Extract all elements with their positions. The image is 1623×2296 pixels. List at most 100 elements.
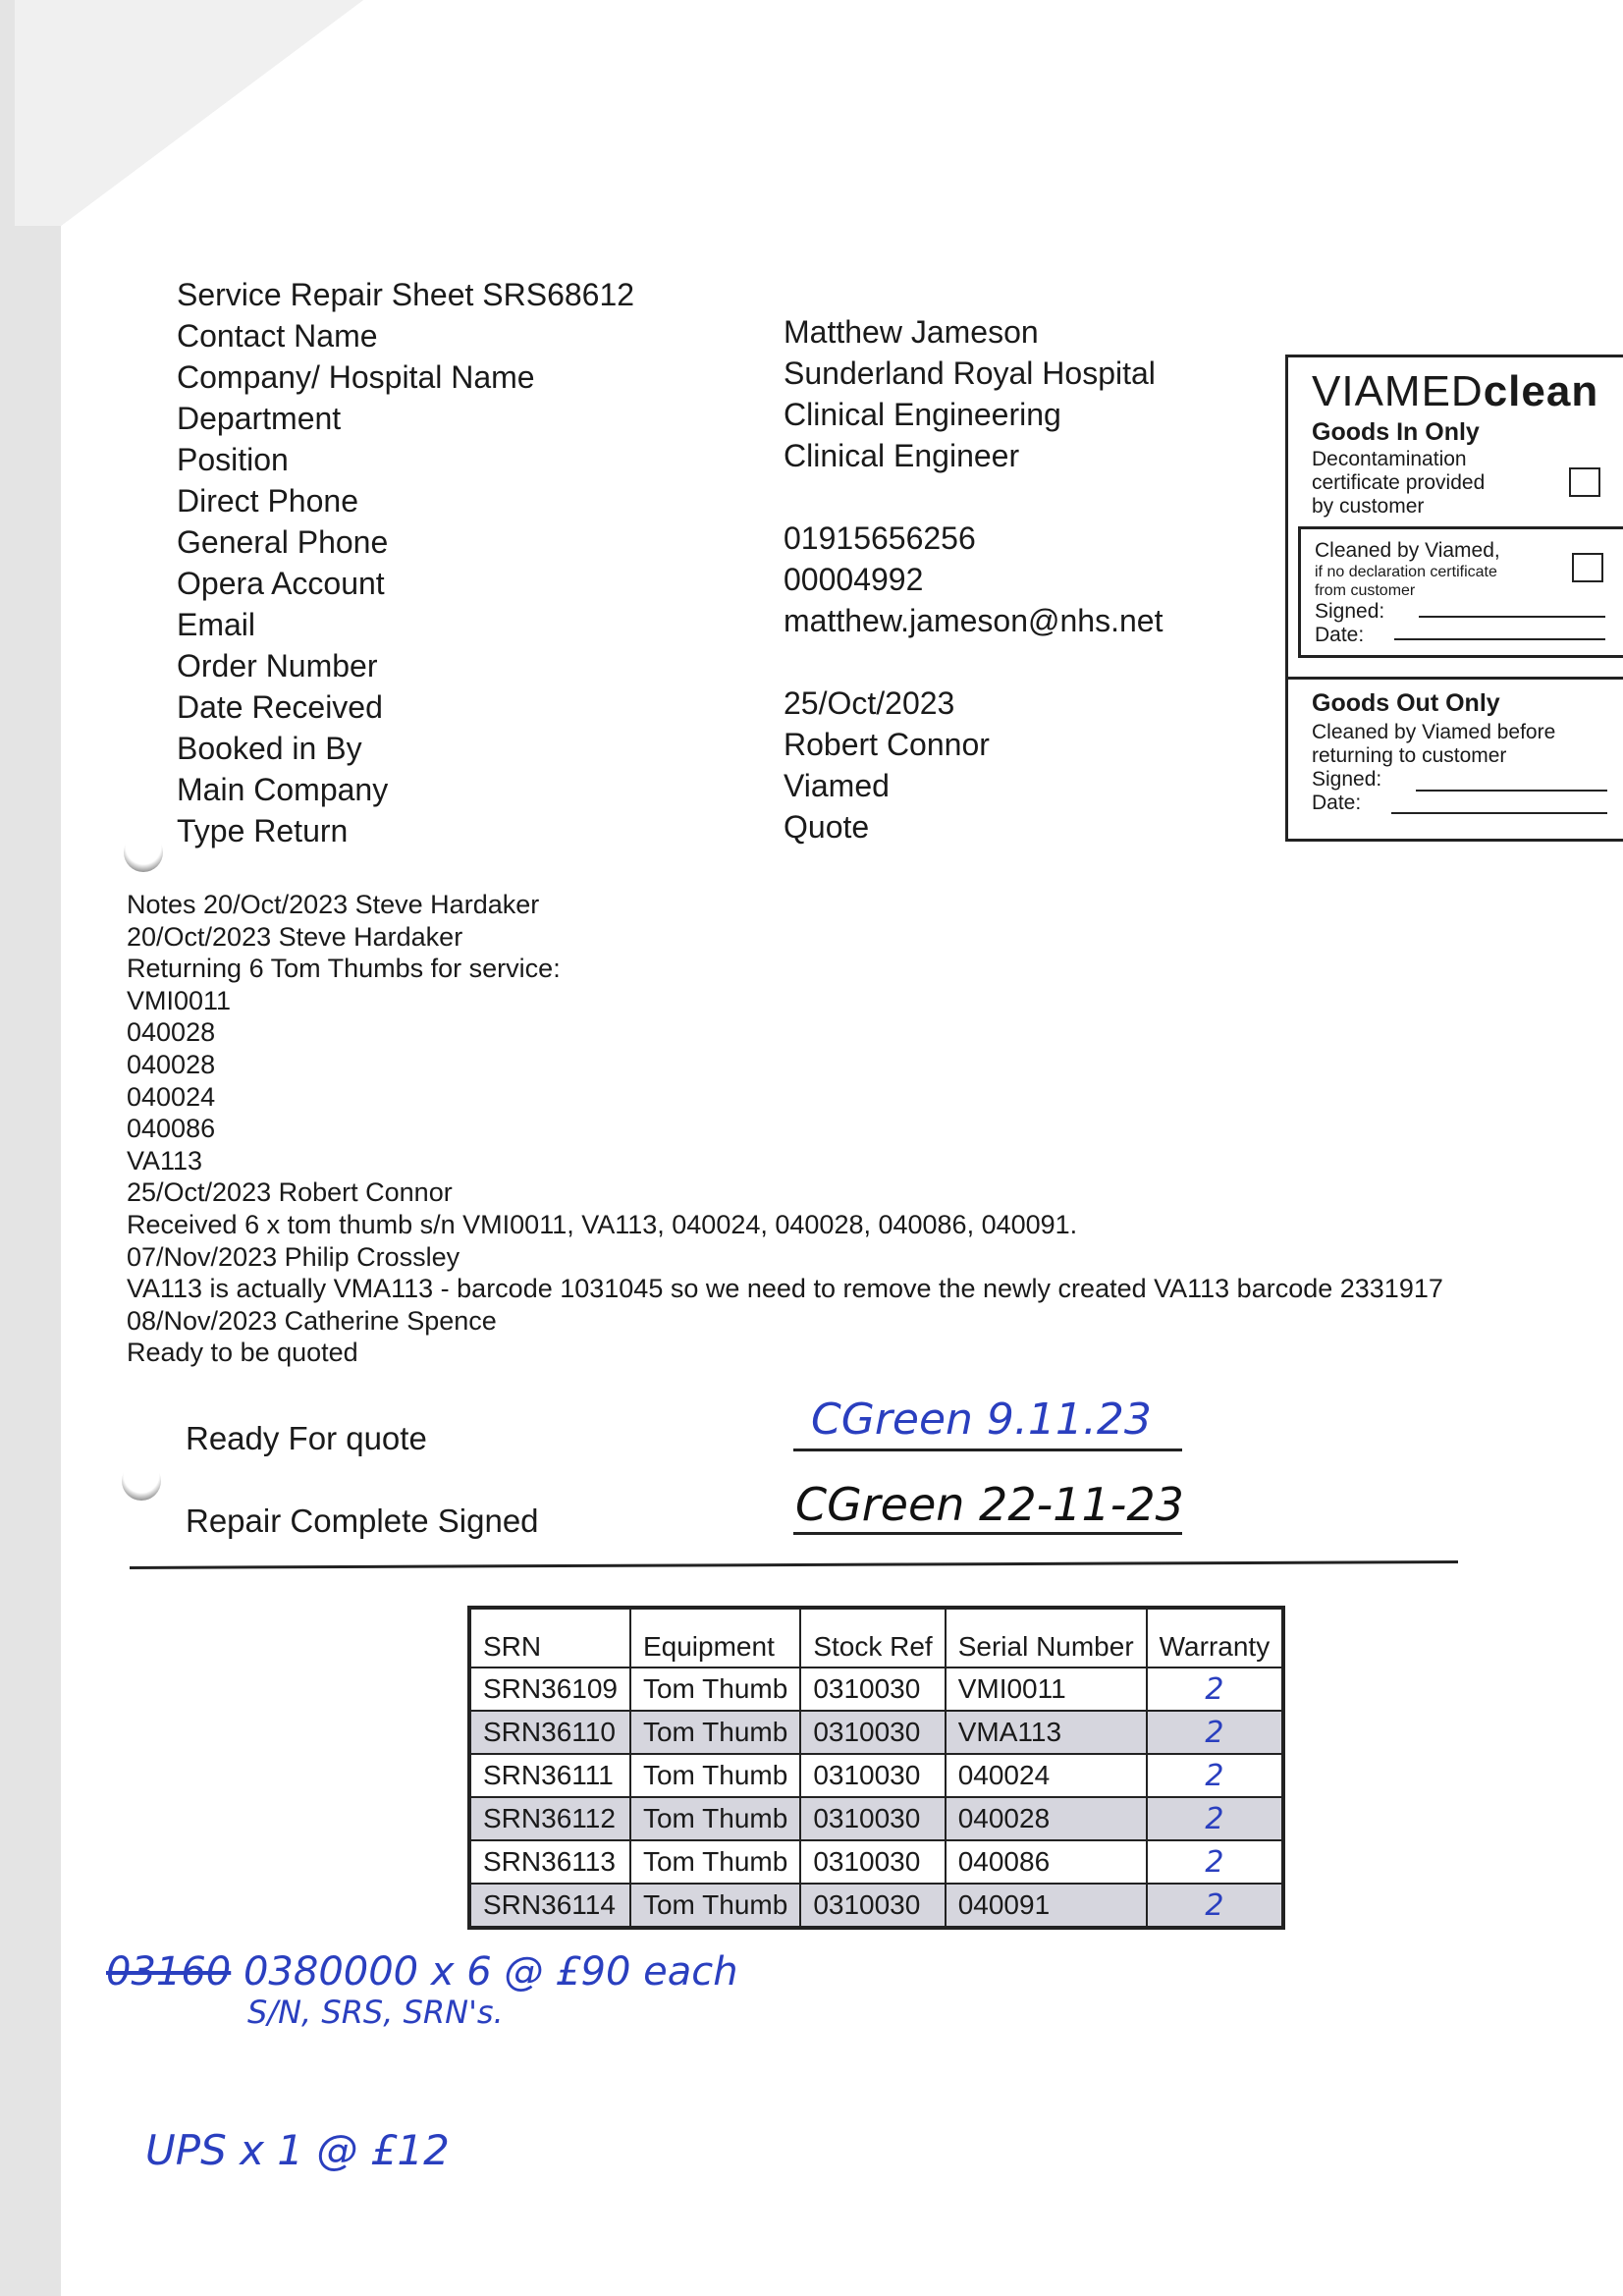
table-cell: 040086 bbox=[944, 1839, 1148, 1885]
ready-signature: CGreen 9.11.23 bbox=[811, 1394, 1152, 1445]
table-cell: VMI0011 bbox=[944, 1667, 1148, 1712]
viamedclean-logo: VIAMEDclean bbox=[1312, 367, 1599, 415]
goods-in-text: Decontamination certificate provided by cu… bbox=[1312, 448, 1486, 518]
column-header: SRN bbox=[468, 1607, 631, 1668]
column-header: Equipment bbox=[628, 1607, 802, 1668]
table-cell: Tom Thumb bbox=[628, 1753, 802, 1798]
signed-label: Signed: bbox=[1315, 600, 1385, 623]
goods-out-text: Cleaned by Viamed before returning to cus… bbox=[1312, 721, 1556, 814]
field-value: Viamed bbox=[784, 768, 890, 803]
decontamination-checkbox[interactable] bbox=[1569, 467, 1600, 497]
cleaned-by-viamed-section: Cleaned by Viamed, if no declaration cer… bbox=[1298, 526, 1623, 658]
field-label: Direct Phone bbox=[177, 483, 358, 519]
table-row: SRN36110 Tom Thumb 0310030 VMA113 2 bbox=[468, 1710, 1285, 1755]
table-cell: 0310030 bbox=[799, 1667, 947, 1712]
table-cell: 2 bbox=[1145, 1753, 1285, 1798]
field-label: Company/ Hospital Name bbox=[177, 359, 535, 395]
column-header: Warranty bbox=[1145, 1607, 1285, 1668]
repair-complete-label: Repair Complete Signed bbox=[186, 1503, 539, 1539]
table-cell: 040028 bbox=[944, 1796, 1148, 1841]
table-cell: 2 bbox=[1145, 1839, 1285, 1885]
table-cell: Tom Thumb bbox=[628, 1839, 802, 1885]
note-line: 040028 bbox=[127, 1049, 216, 1079]
cleaned-label: Cleaned by Viamed, bbox=[1315, 539, 1500, 562]
note-line: 07/Nov/2023 Philip Crossley bbox=[127, 1241, 460, 1272]
field-value: matthew.jameson@nhs.net bbox=[784, 603, 1163, 638]
field-value: Matthew Jameson bbox=[784, 314, 1039, 350]
note-line: 040086 bbox=[127, 1114, 216, 1144]
field-value: Quote bbox=[784, 809, 870, 845]
table-row: SRN36111 Tom Thumb 0310030 040024 2 bbox=[468, 1753, 1285, 1798]
note-line: Ready to be quoted bbox=[127, 1338, 358, 1368]
field-value: 25/Oct/2023 bbox=[784, 685, 955, 721]
field-label: Type Return bbox=[177, 813, 349, 848]
table-cell: Tom Thumb bbox=[628, 1667, 802, 1712]
field-label: Email bbox=[177, 607, 256, 642]
note-line: VA113 is actually VMA113 - barcode 10310… bbox=[127, 1274, 1443, 1304]
table-cell: 0310030 bbox=[799, 1753, 947, 1798]
table-row: SRN36114 Tom Thumb 0310030 040091 2 bbox=[468, 1883, 1285, 1929]
field-label: Contact Name bbox=[177, 318, 378, 354]
field-label: Opera Account bbox=[177, 566, 385, 601]
table-cell: 2 bbox=[1145, 1883, 1285, 1929]
table-cell: 040024 bbox=[944, 1753, 1148, 1798]
note-line: Returning 6 Tom Thumbs for service: bbox=[127, 954, 561, 984]
table-row: SRN36112 Tom Thumb 0310030 040028 2 bbox=[468, 1796, 1285, 1841]
note-line: 08/Nov/2023 Catherine Spence bbox=[127, 1305, 497, 1336]
column-header: Stock Ref bbox=[799, 1607, 947, 1668]
sheet-title: Service Repair Sheet SRS68612 bbox=[177, 277, 635, 312]
table-row: SRN36113 Tom Thumb 0310030 040086 2 bbox=[468, 1839, 1285, 1885]
table-cell: Tom Thumb bbox=[628, 1883, 802, 1929]
goods-out-title: Goods Out Only bbox=[1312, 689, 1500, 717]
table-cell: SRN36113 bbox=[468, 1839, 631, 1885]
field-value: Robert Connor bbox=[784, 727, 990, 762]
field-label: Department bbox=[177, 401, 342, 436]
field-value: 01915656256 bbox=[784, 520, 976, 556]
goods-in-title: Goods In Only bbox=[1312, 418, 1480, 446]
field-value: Clinical Engineer bbox=[784, 438, 1020, 473]
folded-corner bbox=[0, 0, 363, 2296]
table-cell: Tom Thumb bbox=[628, 1710, 802, 1755]
table-cell: SRN36111 bbox=[468, 1753, 631, 1798]
date-label: Date: bbox=[1315, 624, 1365, 646]
complete-signature: CGreen 22-11-23 bbox=[795, 1478, 1184, 1531]
table-cell: 0310030 bbox=[799, 1796, 947, 1841]
notes: Notes 20/Oct/2023 Steve Hardaker 20/Oct/2… bbox=[127, 889, 1443, 1369]
field-label: General Phone bbox=[177, 524, 389, 560]
equipment-table: SRN Equipment Stock Ref Serial Number Warran… bbox=[467, 1606, 1286, 1930]
signed-line bbox=[1419, 616, 1605, 618]
table-cell: Tom Thumb bbox=[628, 1796, 802, 1841]
date-line bbox=[1394, 638, 1605, 640]
note-line: 20/Oct/2023 Steve Hardaker bbox=[127, 921, 463, 952]
table-cell: 0310030 bbox=[799, 1883, 947, 1929]
table-cell: 040091 bbox=[944, 1883, 1148, 1929]
ready-for-quote-label: Ready For quote bbox=[186, 1420, 427, 1456]
table-cell: 0310030 bbox=[799, 1839, 947, 1885]
field-value: 00004992 bbox=[784, 562, 924, 597]
field-value: Sunderland Royal Hospital bbox=[784, 355, 1156, 391]
cleaned-checkbox[interactable] bbox=[1572, 553, 1603, 582]
note-line: 040024 bbox=[127, 1081, 216, 1112]
field-label: Main Company bbox=[177, 772, 389, 807]
note-line: VA113 bbox=[127, 1145, 203, 1175]
table-cell: 0310030 bbox=[799, 1710, 947, 1755]
table-cell: SRN36109 bbox=[468, 1667, 631, 1712]
note-line: 25/Oct/2023 Robert Connor bbox=[127, 1177, 453, 1208]
table-cell: SRN36114 bbox=[468, 1883, 631, 1929]
viamed-clean-box: VIAMEDclean Goods In Only Decontaminatio… bbox=[1285, 355, 1623, 842]
table-row: SRN36109 Tom Thumb 0310030 VMI0011 2 bbox=[468, 1667, 1285, 1712]
field-label: Date Received bbox=[177, 689, 383, 725]
note-line: Received 6 x tom thumb s/n VMI0011, VA11… bbox=[127, 1209, 1078, 1239]
field-label: Booked in By bbox=[177, 731, 362, 766]
table-cell: 2 bbox=[1145, 1710, 1285, 1755]
table-cell: VMA113 bbox=[944, 1710, 1148, 1755]
field-label: Order Number bbox=[177, 648, 378, 683]
table-cell: 2 bbox=[1145, 1796, 1285, 1841]
table-cell: SRN36110 bbox=[468, 1710, 631, 1755]
note-line: VMI0011 bbox=[127, 985, 232, 1015]
column-header: Serial Number bbox=[944, 1607, 1148, 1668]
field-value: Clinical Engineering bbox=[784, 397, 1061, 432]
table-cell: SRN36112 bbox=[468, 1796, 631, 1841]
punch-hole bbox=[124, 833, 163, 872]
table-cell: 2 bbox=[1145, 1667, 1285, 1712]
